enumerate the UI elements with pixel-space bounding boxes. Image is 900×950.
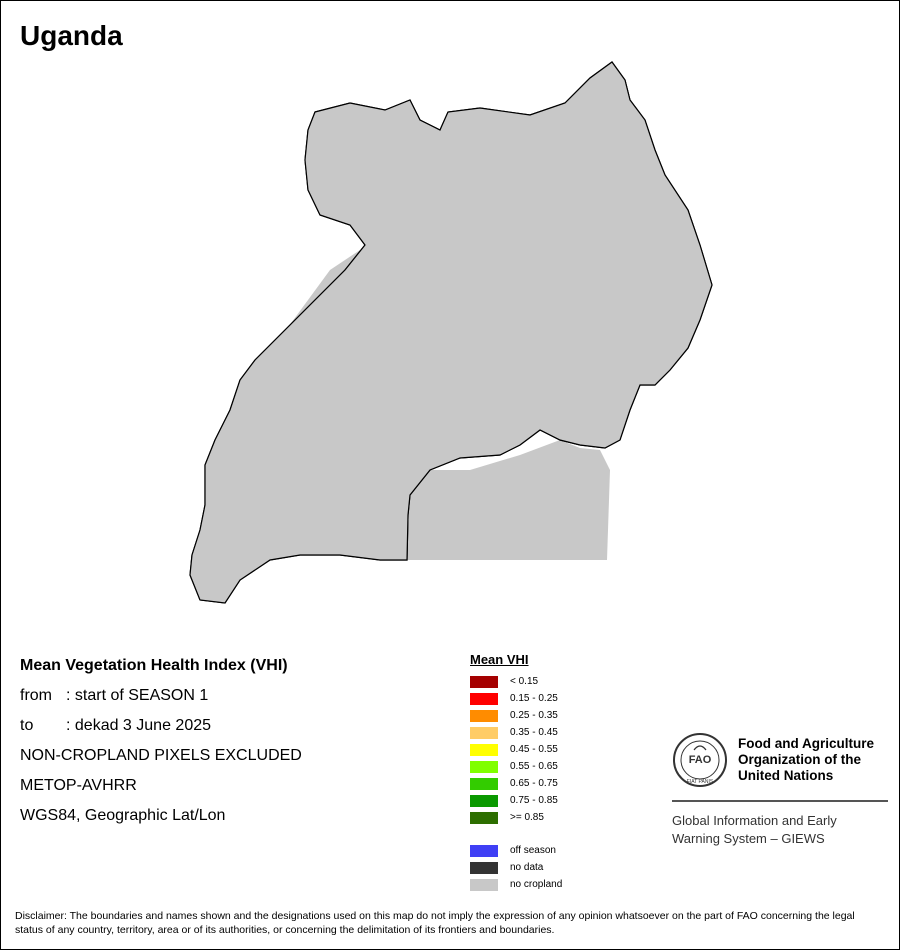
map-info-block: Mean Vegetation Health Index (VHI) from:… [20, 656, 302, 836]
legend-item: 0.15 - 0.25 [470, 690, 562, 707]
giews-line2: Warning System – GIEWS [672, 831, 825, 846]
from-line: from : start of SEASON 1 [20, 686, 302, 716]
fao-logo-text: FAO [689, 754, 712, 766]
legend-item: no data [470, 859, 562, 876]
legend-other: off season no data no cropland [470, 842, 562, 893]
legend-label: no data [510, 862, 544, 873]
legend-label: < 0.15 [510, 676, 539, 687]
legend-label: 0.25 - 0.35 [510, 710, 558, 721]
legend-item: no cropland [470, 876, 562, 893]
legend-label: 0.75 - 0.85 [510, 795, 558, 806]
legend-swatch [470, 675, 498, 688]
legend-swatch [470, 878, 498, 891]
fao-name-line2: Organization of the [738, 752, 861, 767]
legend-item: 0.55 - 0.65 [470, 758, 562, 775]
legend-item: off season [470, 842, 562, 859]
map-title: Uganda [20, 20, 123, 51]
legend-item: 0.65 - 0.75 [470, 775, 562, 792]
legend-label: 0.45 - 0.55 [510, 744, 558, 755]
giews-line1: Global Information and Early [672, 813, 837, 828]
legend: Mean VHI < 0.15 0.15 - 0.25 0.25 - 0.35 0.3… [470, 652, 562, 893]
legend-item: 0.25 - 0.35 [470, 707, 562, 724]
legend-swatch [470, 777, 498, 790]
legend-swatch [470, 692, 498, 705]
legend-swatch [470, 726, 498, 739]
legend-item: 0.45 - 0.55 [470, 741, 562, 758]
fao-name-line1: Food and Agriculture [738, 736, 874, 751]
legend-label: 0.55 - 0.65 [510, 761, 558, 772]
disclaimer: Disclaimer: The boundaries and names sho… [15, 910, 855, 936]
divider [672, 800, 888, 802]
legend-label: off season [510, 845, 556, 856]
legend-swatch [470, 743, 498, 756]
legend-swatch [470, 811, 498, 824]
sensor: METOP-AVHRR [20, 777, 137, 794]
lake-victoria [405, 440, 610, 560]
from-label: from [20, 687, 52, 704]
uganda-map [189, 61, 713, 604]
fao-name: Food and Agriculture Organization of the… [738, 736, 874, 784]
fao-name-line3: United Nations [738, 768, 834, 783]
legend-item: 0.75 - 0.85 [470, 792, 562, 809]
index-title: Mean Vegetation Health Index (VHI) [20, 657, 288, 674]
legend-swatch [470, 794, 498, 807]
legend-label: 0.15 - 0.25 [510, 693, 558, 704]
giews-name: Global Information and Early Warning Sys… [672, 812, 888, 848]
legend-label: no cropland [510, 879, 563, 890]
legend-swatch [470, 709, 498, 722]
to-value: : dekad 3 June 2025 [66, 717, 212, 734]
fao-logo-motto: FIAT PANIS [687, 779, 714, 785]
legend-title: Mean VHI [470, 652, 529, 667]
to-label: to [20, 717, 34, 734]
from-value: : start of SEASON 1 [66, 687, 209, 704]
legend-item: >= 0.85 [470, 809, 562, 826]
legend-label: 0.35 - 0.45 [510, 727, 558, 738]
legend-swatch [470, 844, 498, 857]
legend-swatch [470, 861, 498, 874]
legend-item: < 0.15 [470, 673, 562, 690]
mask-note: NON-CROPLAND PIXELS EXCLUDED [20, 747, 302, 764]
legend-item: 0.35 - 0.45 [470, 724, 562, 741]
fao-logo-icon: FAO FIAT PANIS [673, 733, 727, 787]
legend-label: 0.65 - 0.75 [510, 778, 558, 789]
legend-swatch [470, 760, 498, 773]
fao-block: FAO FIAT PANIS Food and Agriculture Orga… [672, 732, 888, 848]
projection: WGS84, Geographic Lat/Lon [20, 807, 226, 824]
legend-label: >= 0.85 [510, 812, 544, 823]
to-line: to : dekad 3 June 2025 [20, 716, 302, 746]
legend-classes: < 0.15 0.15 - 0.25 0.25 - 0.35 0.35 - 0.45 0… [470, 673, 562, 826]
